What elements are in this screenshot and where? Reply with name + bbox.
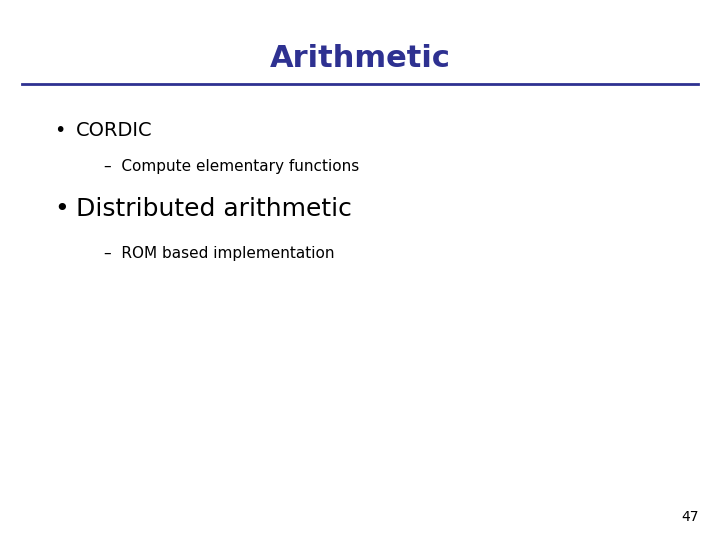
Text: •: • [54, 122, 66, 140]
Text: –  ROM based implementation: – ROM based implementation [104, 246, 335, 261]
Text: CORDIC: CORDIC [76, 122, 152, 140]
Text: –  Compute elementary functions: – Compute elementary functions [104, 159, 360, 174]
Text: •: • [54, 197, 68, 221]
Text: Arithmetic: Arithmetic [269, 44, 451, 73]
Text: Distributed arithmetic: Distributed arithmetic [76, 197, 351, 221]
Text: 47: 47 [681, 510, 698, 524]
